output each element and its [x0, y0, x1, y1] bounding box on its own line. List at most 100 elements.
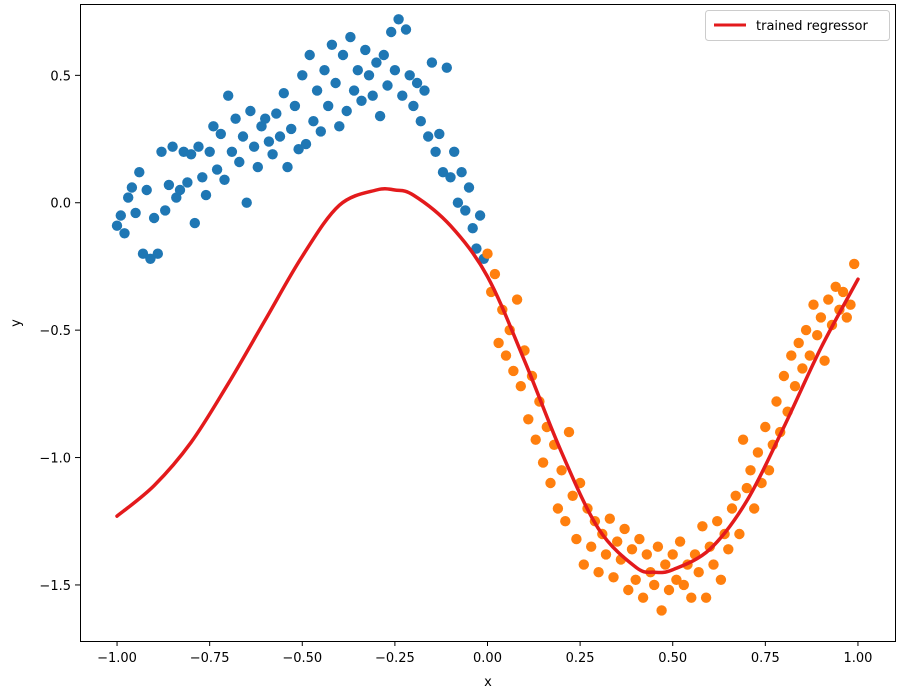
orange-point-40: [630, 574, 641, 585]
orange-point-37: [619, 523, 630, 535]
blue-point-40: [260, 113, 271, 124]
regressor-line: [115, 186, 860, 575]
blue-point-29: [219, 174, 230, 185]
blue-point-73: [382, 80, 393, 91]
blue-point-65: [352, 65, 363, 76]
scatter-points: [111, 14, 860, 616]
blue-point-12: [156, 146, 167, 157]
orange-point-70: [741, 482, 752, 494]
blue-point-68: [363, 70, 375, 81]
blue-point-2: [119, 228, 130, 239]
orange-point-13: [530, 434, 541, 445]
blue-point-78: [400, 24, 412, 35]
orange-point-30: [593, 567, 604, 578]
blue-point-55: [315, 126, 326, 137]
orange-point-5: [500, 350, 512, 361]
blue-point-24: [200, 189, 212, 201]
orange-point-24: [571, 533, 582, 545]
orange-point-78: [771, 396, 782, 407]
orange-point-68: [734, 528, 745, 540]
orange-point-91: [819, 355, 830, 366]
x-tick-label: −0.50: [282, 651, 322, 666]
blue-point-82: [415, 116, 426, 127]
orange-point-92: [823, 294, 834, 305]
blue-point-7: [137, 248, 149, 259]
orange-point-71: [745, 465, 756, 476]
blue-point-91: [449, 146, 460, 157]
y-tick-label: 0.5: [50, 69, 71, 84]
blue-point-63: [345, 31, 356, 43]
blue-point-19: [182, 177, 193, 188]
blue-point-4: [126, 182, 138, 193]
orange-point-96: [837, 286, 849, 298]
blue-point-74: [386, 26, 397, 38]
orange-point-7: [508, 365, 519, 377]
orange-point-32: [600, 549, 612, 560]
blue-point-31: [226, 146, 238, 157]
orange-point-19: [552, 503, 564, 514]
legend-label: trained regressor: [756, 19, 869, 34]
orange-point-48: [660, 559, 671, 570]
blue-point-76: [393, 14, 404, 25]
orange-point-69: [737, 434, 749, 445]
orange-point-38: [623, 584, 634, 596]
blue-point-41: [263, 136, 275, 147]
orange-point-22: [563, 426, 575, 438]
blue-point-9: [145, 253, 156, 264]
blue-point-32: [230, 113, 241, 124]
blue-point-70: [371, 57, 382, 68]
blue-point-13: [160, 205, 171, 216]
x-axis-label: x: [484, 675, 492, 690]
orange-point-20: [556, 465, 567, 476]
blue-point-72: [378, 49, 389, 61]
blue-point-23: [197, 172, 208, 183]
orange-point-26: [578, 559, 589, 570]
orange-point-2: [489, 268, 501, 280]
blue-point-86: [430, 146, 441, 157]
blue-point-47: [286, 123, 297, 135]
x-axis-ticks: −1.00 −0.75 −0.50 −0.25 0.00 0.25 0.50 0.75 1.00: [97, 641, 872, 666]
blue-point-77: [397, 90, 408, 101]
orange-point-57: [693, 567, 704, 578]
blue-point-94: [460, 205, 471, 216]
blue-point-69: [367, 90, 378, 101]
orange-point-73: [752, 447, 764, 458]
orange-point-88: [808, 299, 819, 310]
blue-point-42: [267, 149, 278, 160]
orange-point-63: [715, 574, 727, 585]
orange-point-65: [723, 544, 734, 555]
blue-point-49: [293, 144, 304, 155]
blue-point-87: [434, 128, 445, 140]
y-axis-label: y: [9, 319, 24, 327]
orange-point-67: [730, 490, 741, 501]
blue-point-3: [123, 192, 134, 203]
y-tick-label: −1.0: [39, 452, 71, 467]
orange-point-55: [686, 592, 697, 603]
orange-point-84: [793, 337, 804, 349]
blue-point-35: [241, 197, 252, 208]
blue-point-61: [337, 49, 349, 61]
orange-point-98: [845, 299, 856, 310]
orange-point-50: [667, 549, 678, 560]
blue-point-17: [174, 184, 186, 196]
blue-point-43: [271, 108, 282, 119]
blue-point-15: [167, 141, 178, 152]
blue-point-71: [374, 110, 386, 122]
orange-point-17: [545, 477, 556, 489]
blue-point-33: [234, 156, 245, 168]
y-axis-ticks: 0.5 0.0 −0.5 −1.0 −1.5: [39, 69, 80, 594]
orange-point-76: [763, 465, 775, 476]
orange-point-39: [626, 544, 638, 555]
blue-point-21: [189, 217, 200, 229]
orange-point-33: [604, 513, 615, 524]
orange-point-15: [537, 457, 549, 468]
blue-point-90: [445, 172, 456, 183]
regressor-line-group: [115, 186, 860, 575]
blue-point-36: [245, 105, 256, 117]
orange-point-94: [830, 281, 841, 292]
orange-point-62: [712, 516, 723, 527]
blue-point-95: [463, 182, 475, 193]
blue-point-22: [193, 141, 204, 152]
